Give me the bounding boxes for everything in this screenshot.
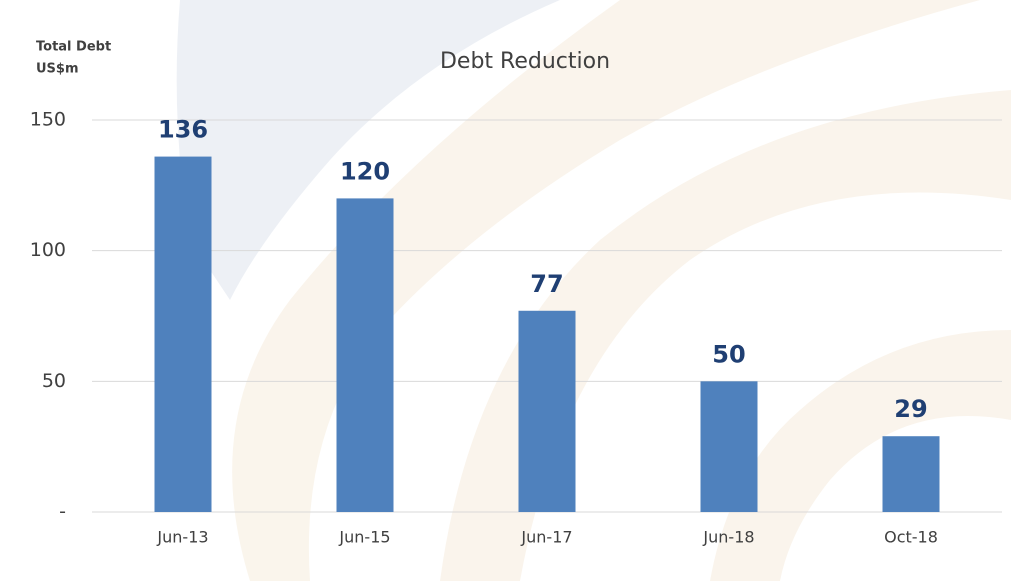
y-tick-label: 100 <box>30 239 66 261</box>
x-tick-label: Jun-18 <box>702 528 754 547</box>
data-label: 77 <box>530 270 563 298</box>
data-label: 120 <box>340 157 390 185</box>
x-tick-label: Oct-18 <box>884 528 938 547</box>
y-axis-title: Total Debt <box>36 40 111 55</box>
y-axis-title: US$m <box>36 62 79 77</box>
data-label: 29 <box>894 395 927 423</box>
chart-title: Debt Reduction <box>440 49 610 74</box>
bar <box>518 310 576 512</box>
bar <box>154 156 212 512</box>
y-tick-label: 150 <box>30 109 66 131</box>
data-label: 50 <box>712 340 745 368</box>
x-tick-label: Jun-17 <box>520 528 572 547</box>
bar <box>882 436 940 512</box>
bar <box>336 198 394 512</box>
data-label: 136 <box>158 116 208 144</box>
x-tick-label: Jun-13 <box>156 528 208 547</box>
bar <box>700 381 758 512</box>
x-tick-label: Jun-15 <box>338 528 390 547</box>
y-tick-label: - <box>59 501 66 523</box>
y-tick-label: 50 <box>42 370 66 392</box>
